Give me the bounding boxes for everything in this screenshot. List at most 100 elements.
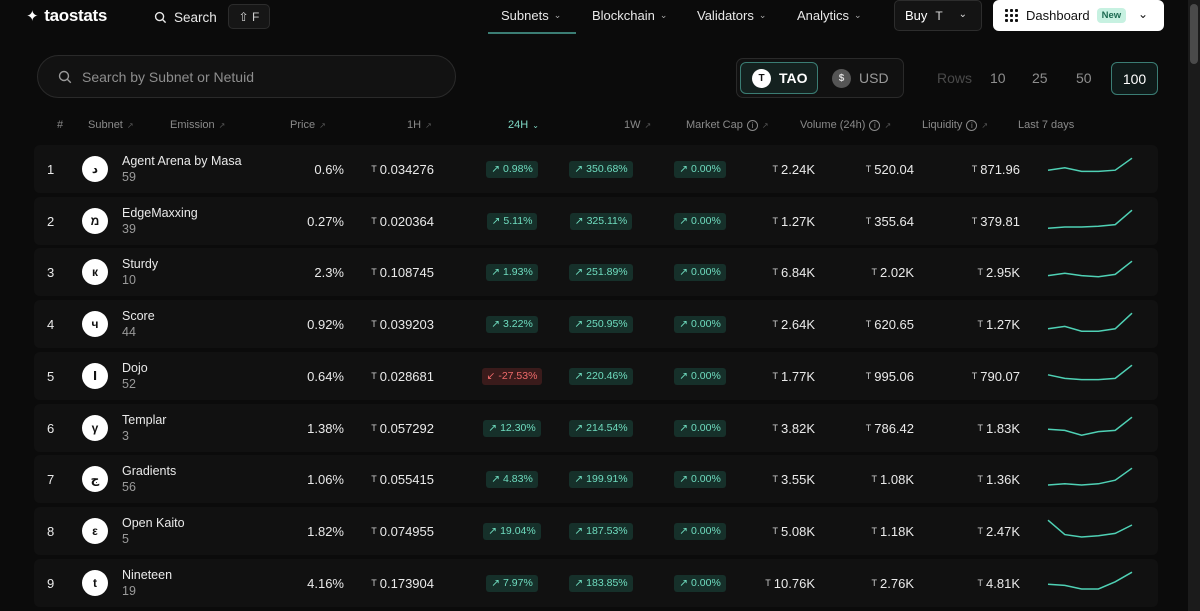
column-header-emission[interactable]: Emission ↗ bbox=[170, 119, 225, 131]
rows-option-100[interactable]: 100 bbox=[1111, 62, 1158, 95]
table-row[interactable]: 3 к Sturdy 10 2.3% T 0.108745 ↗ 1.93% ↗ 251.89% ↗ 0.… bbox=[34, 248, 1158, 296]
rows-option-25[interactable]: 25 bbox=[1032, 70, 1048, 86]
currency-usd-option[interactable]: $ USD bbox=[832, 62, 889, 94]
column-header-subnet[interactable]: Subnet ↗ bbox=[88, 119, 134, 131]
column-header-24h-label: 24H bbox=[508, 119, 529, 131]
column-header-subnet-label: Subnet bbox=[88, 119, 123, 131]
sparkline-chart bbox=[1047, 209, 1133, 229]
table-row[interactable]: 6 γ Templar 3 1.38% T 0.057292 ↗ 12.30% ↗ 214.54% ↗… bbox=[34, 404, 1158, 452]
dollar-icon: $ bbox=[832, 68, 851, 88]
liquidity-value: 379.81 bbox=[980, 213, 1020, 229]
volume-cell: T 1.18K bbox=[872, 507, 914, 555]
nav-subnets[interactable]: Subnets ⌄ bbox=[501, 8, 561, 23]
table-row[interactable]: 2 מ EdgeMaxxing 39 0.27% T 0.020364 ↗ 5.11% ↗ 325.… bbox=[34, 197, 1158, 245]
liquidity-value: 1.36K bbox=[986, 471, 1020, 487]
volume-cell: T 520.04 bbox=[866, 145, 914, 193]
arrow-up-right-icon: ↗ bbox=[491, 318, 501, 330]
change-1h-badge: ↗ 12.30% bbox=[483, 419, 541, 437]
change-1w-cell: ↗ 0.00% bbox=[670, 352, 730, 400]
market-cap-value: 5.08K bbox=[781, 523, 815, 539]
scrollbar[interactable] bbox=[1188, 0, 1200, 611]
change-1h-badge-value: 3.22% bbox=[503, 318, 533, 330]
column-header-price-label: Price bbox=[290, 119, 316, 131]
nav-blockchain[interactable]: Blockchain ⌄ bbox=[592, 8, 667, 23]
subnet-name-cell[interactable]: EdgeMaxxing 39 bbox=[122, 197, 198, 245]
logo[interactable]: ✦ taostats bbox=[26, 6, 107, 26]
change-1h-badge: ↗ 0.98% bbox=[486, 160, 538, 178]
subnet-name-cell[interactable]: Nineteen 19 bbox=[122, 559, 172, 607]
change-24h-badge: ↗ 251.89% bbox=[569, 263, 633, 281]
tao-icon: T bbox=[772, 526, 779, 536]
column-header-1w[interactable]: 1W ↗ bbox=[624, 119, 651, 131]
dashboard-button[interactable]: Dashboard New ⌄ bbox=[993, 0, 1164, 31]
scrollbar-thumb[interactable] bbox=[1190, 4, 1198, 64]
tao-icon: T bbox=[371, 526, 377, 536]
tao-icon: T bbox=[772, 267, 779, 277]
subnet-name[interactable]: Templar bbox=[122, 413, 167, 427]
table-row[interactable]: 9 t Nineteen 19 4.16% T 0.173904 ↗ 7.97% ↗ 183.85%… bbox=[34, 559, 1158, 607]
table-row[interactable]: 5 ا Dojo 52 0.64% T 0.028681 ↙ -27.53% ↗ 220.46% ↗ 0… bbox=[34, 352, 1158, 400]
change-24h-cell: ↗ 250.95% bbox=[563, 300, 639, 348]
change-1h-cell: ↗ 12.30% bbox=[480, 404, 544, 452]
subnet-name[interactable]: Dojo bbox=[122, 361, 148, 375]
subnet-name[interactable]: Gradients bbox=[122, 464, 177, 478]
arrow-up-right-icon: ↗ bbox=[679, 318, 689, 330]
nav-validators[interactable]: Validators ⌄ bbox=[697, 8, 766, 23]
tao-icon: T bbox=[752, 68, 771, 88]
global-search-button[interactable]: Search bbox=[154, 5, 217, 29]
column-header-liquidity-label: Liquidity bbox=[922, 119, 963, 131]
column-header-price[interactable]: Price ↗ bbox=[290, 119, 326, 131]
subnet-name-cell[interactable]: Sturdy 10 bbox=[122, 248, 158, 296]
sparkline-line bbox=[1047, 260, 1133, 278]
volume-value: 786.42 bbox=[874, 420, 914, 436]
table-row[interactable]: 8 ε Open Kaito 5 1.82% T 0.074955 ↗ 19.04% ↗ 187.5… bbox=[34, 507, 1158, 555]
sort-icon: ↗ bbox=[126, 120, 134, 130]
column-header-1h[interactable]: 1H ↗ bbox=[407, 119, 432, 131]
column-header-volume[interactable]: Volume (24h) i ↗ bbox=[800, 119, 891, 131]
info-icon[interactable]: i bbox=[746, 119, 758, 131]
change-1h-cell: ↗ 3.22% bbox=[480, 300, 544, 348]
subnet-name[interactable]: Agent Arena by Masa bbox=[122, 154, 242, 168]
nav-analytics[interactable]: Analytics ⌄ bbox=[797, 8, 862, 23]
change-1h-badge: ↗ 7.97% bbox=[486, 574, 538, 592]
table-row[interactable]: 1 د Agent Arena by Masa 59 0.6% T 0.034276 ↗ 0.9… bbox=[34, 145, 1158, 193]
change-1h-cell: ↗ 7.97% bbox=[480, 559, 544, 607]
subnet-name[interactable]: Sturdy bbox=[122, 257, 159, 271]
tao-icon: T bbox=[977, 526, 984, 536]
avatar: ج bbox=[82, 466, 108, 492]
market-cap-cell: T 5.08K bbox=[773, 507, 815, 555]
subnet-name-cell[interactable]: Open Kaito 5 bbox=[122, 507, 185, 555]
info-icon[interactable]: i bbox=[869, 119, 881, 131]
subnet-name-cell[interactable]: Agent Arena by Masa 59 bbox=[122, 145, 242, 193]
subnet-name[interactable]: Score bbox=[122, 309, 155, 323]
sort-icon: ↗ bbox=[319, 120, 326, 130]
buy-button[interactable]: Buy T ⌄ bbox=[894, 0, 982, 31]
arrow-up-right-icon: ↗ bbox=[679, 473, 689, 485]
subnet-name[interactable]: Open Kaito bbox=[122, 516, 185, 530]
rows-option-10[interactable]: 10 bbox=[990, 70, 1006, 86]
price-value: 0.020364 bbox=[379, 213, 434, 229]
column-header-liquidity[interactable]: Liquidity i ↗ bbox=[922, 119, 988, 131]
emission-value: 4.16% bbox=[307, 575, 344, 591]
subnet-name-cell[interactable]: Score 44 bbox=[122, 300, 155, 348]
currency-tao-option[interactable]: T TAO bbox=[740, 62, 818, 94]
logo-text: taostats bbox=[44, 6, 108, 25]
column-header-market-cap[interactable]: Market Cap i ↗ bbox=[686, 119, 769, 131]
table-row[interactable]: 4 ч Score 44 0.92% T 0.039203 ↗ 3.22% ↗ 250.95% ↗ 0.… bbox=[34, 300, 1158, 348]
rows-option-50[interactable]: 50 bbox=[1076, 70, 1092, 86]
sparkline-line bbox=[1047, 157, 1133, 173]
sparkline-line bbox=[1047, 364, 1133, 381]
subnet-name[interactable]: Nineteen bbox=[122, 568, 173, 582]
column-header-24h[interactable]: 24H ⌄ bbox=[508, 119, 539, 131]
subnet-name[interactable]: EdgeMaxxing bbox=[122, 206, 198, 220]
info-icon[interactable]: i bbox=[966, 119, 978, 131]
subnet-name-cell[interactable]: Gradients 56 bbox=[122, 455, 176, 503]
subnet-search-input[interactable] bbox=[82, 68, 422, 85]
subnet-search-box[interactable] bbox=[37, 55, 456, 98]
table-row[interactable]: 7 ج Gradients 56 1.06% T 0.055415 ↗ 4.83% ↗ 199.91… bbox=[34, 455, 1158, 503]
emission-value: 0.6% bbox=[314, 161, 344, 177]
search-label: Search bbox=[174, 9, 217, 25]
subnet-name-cell[interactable]: Dojo 52 bbox=[122, 352, 148, 400]
subnet-name-cell[interactable]: Templar 3 bbox=[122, 404, 166, 452]
row-number: 2 bbox=[47, 213, 55, 229]
